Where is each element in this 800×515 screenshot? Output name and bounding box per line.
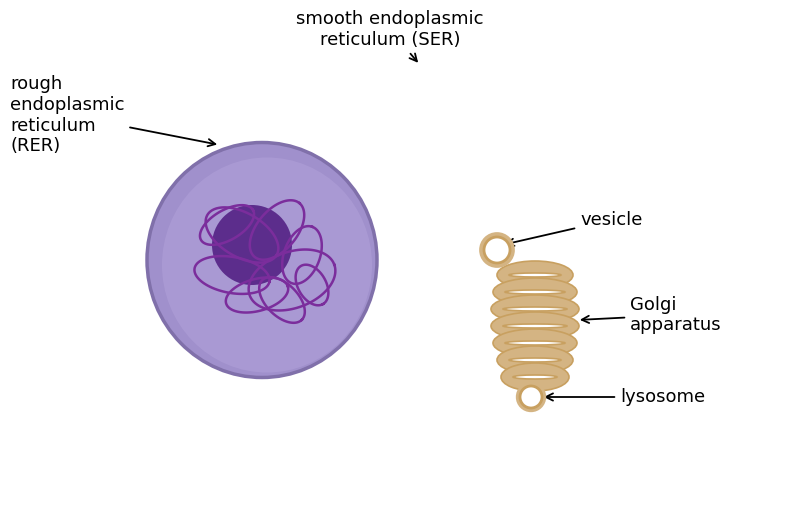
Ellipse shape <box>493 278 577 306</box>
Ellipse shape <box>212 205 292 285</box>
Ellipse shape <box>509 273 561 277</box>
Ellipse shape <box>503 324 567 328</box>
Ellipse shape <box>497 346 573 374</box>
Ellipse shape <box>505 290 565 294</box>
Ellipse shape <box>147 143 377 377</box>
Ellipse shape <box>503 307 567 311</box>
Ellipse shape <box>162 158 372 372</box>
Ellipse shape <box>513 375 557 379</box>
Text: smooth endoplasmic
reticulum (SER): smooth endoplasmic reticulum (SER) <box>296 10 484 61</box>
Ellipse shape <box>493 329 577 357</box>
Ellipse shape <box>497 261 573 289</box>
Ellipse shape <box>501 363 569 391</box>
Text: lysosome: lysosome <box>546 388 705 406</box>
Ellipse shape <box>509 358 561 362</box>
Text: Golgi
apparatus: Golgi apparatus <box>582 296 722 334</box>
Text: vesicle: vesicle <box>506 211 642 246</box>
Ellipse shape <box>520 386 542 408</box>
Ellipse shape <box>491 295 579 323</box>
Ellipse shape <box>505 341 565 345</box>
Ellipse shape <box>491 312 579 340</box>
Ellipse shape <box>484 237 510 263</box>
Text: rough
endoplasmic
reticulum
(RER): rough endoplasmic reticulum (RER) <box>10 75 215 156</box>
